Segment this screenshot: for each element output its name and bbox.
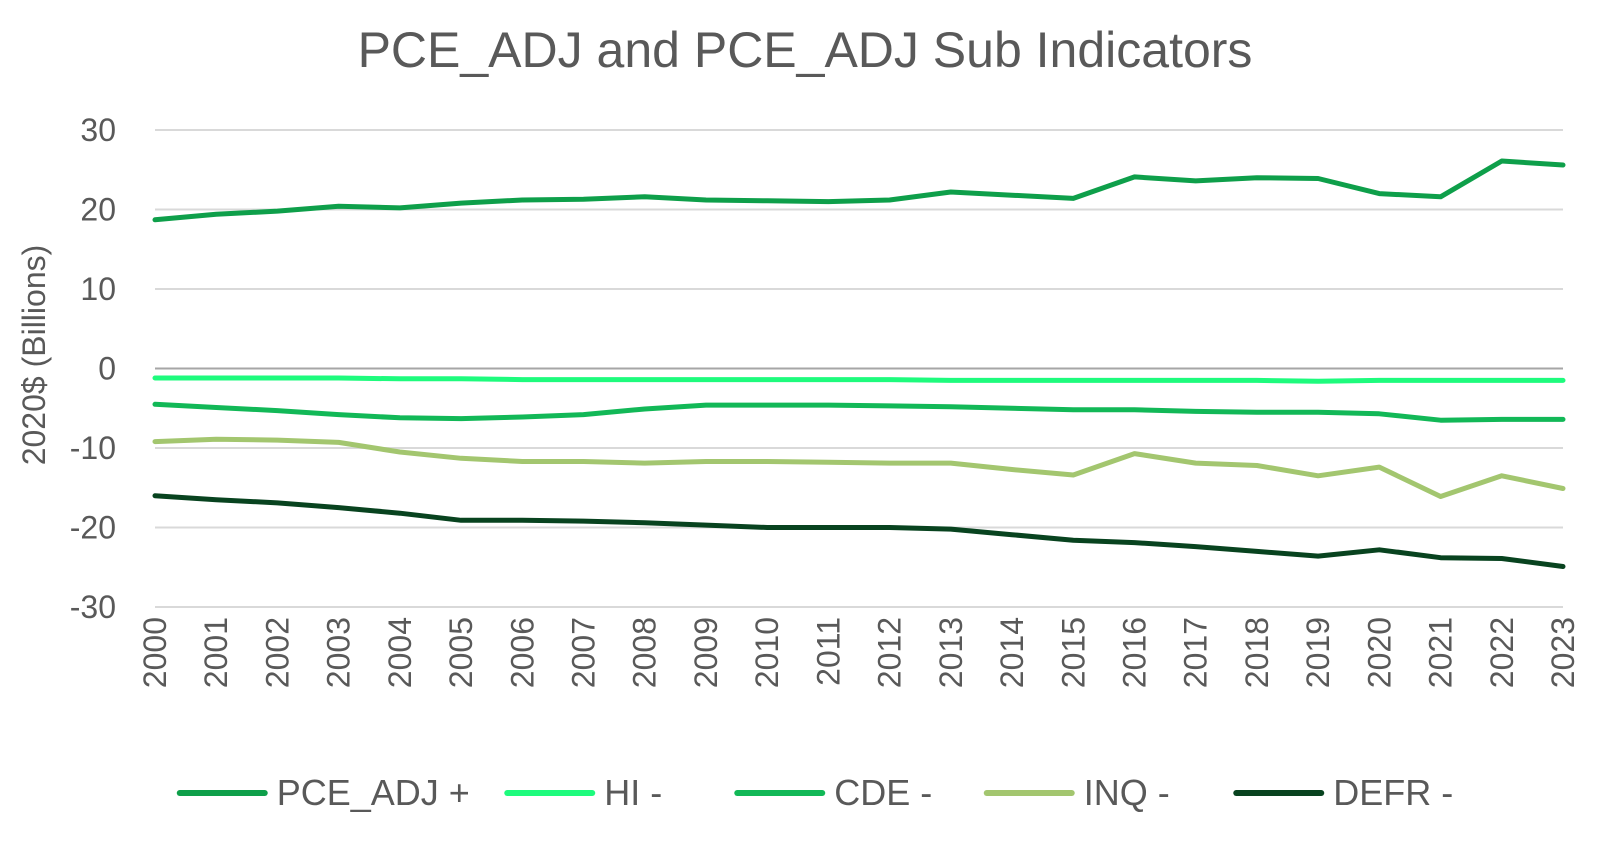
- x-tick-label: 2020: [1361, 617, 1397, 688]
- legend-label: HI -: [604, 772, 662, 813]
- x-tick-label: 2000: [137, 617, 173, 688]
- series-line-defr: [152, 493, 1566, 569]
- x-tick-label: 2015: [1055, 617, 1091, 688]
- x-tick-label: 2018: [1239, 617, 1275, 688]
- series-line-pce-adj: [152, 158, 1566, 223]
- x-tick-label: 2008: [627, 617, 663, 688]
- x-tick-label: 2006: [504, 617, 540, 688]
- legend-item-cde: CDE -: [734, 772, 932, 813]
- x-tick-label: 2017: [1178, 617, 1214, 688]
- x-tick-label: 2019: [1300, 617, 1336, 688]
- y-tick-label: -10: [70, 430, 116, 466]
- y-tick-label: 10: [80, 271, 116, 307]
- legend-label: CDE -: [834, 772, 932, 813]
- y-tick-label: -30: [70, 589, 116, 625]
- y-tick-label: 0: [98, 351, 116, 387]
- x-tick-label: 2014: [994, 617, 1030, 688]
- series-line-inq: [152, 436, 1566, 499]
- legend: PCE_ADJ + HI - CDE - INQ - DEFR -: [176, 772, 1453, 813]
- x-tick-label: 2011: [810, 617, 846, 686]
- y-tick-label: -20: [70, 510, 116, 546]
- y-tick-label: 30: [80, 112, 116, 148]
- x-tick-label: 2002: [259, 617, 295, 688]
- legend-item-defr: DEFR -: [1233, 772, 1453, 813]
- x-tick-labels: 2000 2001 2002 2003 2004 2005 2006 2007 2008 2009…: [137, 617, 1581, 688]
- x-tick-label: 2012: [872, 617, 908, 688]
- x-tick-label: 2009: [688, 617, 724, 688]
- y-tick-label: 20: [80, 192, 116, 228]
- x-tick-label: 2001: [198, 617, 234, 688]
- x-tick-label: 2013: [933, 617, 969, 688]
- x-tick-label: 2004: [382, 617, 418, 688]
- x-tick-label: 2007: [566, 617, 602, 688]
- x-tick-label: 2003: [321, 617, 357, 688]
- legend-label: DEFR -: [1333, 772, 1453, 813]
- series-lines: [152, 158, 1566, 569]
- series-line-hi: [152, 375, 1566, 384]
- x-tick-label: 2021: [1423, 617, 1459, 688]
- series-line-cde: [152, 401, 1566, 423]
- x-tick-label: 2010: [749, 617, 785, 688]
- legend-item-hi: HI -: [504, 772, 662, 813]
- x-tick-label: 2016: [1116, 617, 1152, 688]
- legend-item-inq: INQ -: [983, 772, 1170, 813]
- legend-label: PCE_ADJ +: [277, 772, 470, 813]
- y-tick-labels: 30 20 10 0 -10 -20 -30: [70, 112, 116, 625]
- x-tick-label: 2023: [1545, 617, 1581, 688]
- legend-label: INQ -: [1084, 772, 1170, 813]
- y-axis-label: 2020$ (Billions): [16, 245, 52, 466]
- x-tick-label: 2022: [1484, 617, 1520, 688]
- legend-item-pce-adj: PCE_ADJ +: [176, 772, 470, 813]
- chart-title: PCE_ADJ and PCE_ADJ Sub Indicators: [358, 22, 1253, 78]
- x-tick-label: 2005: [443, 617, 479, 688]
